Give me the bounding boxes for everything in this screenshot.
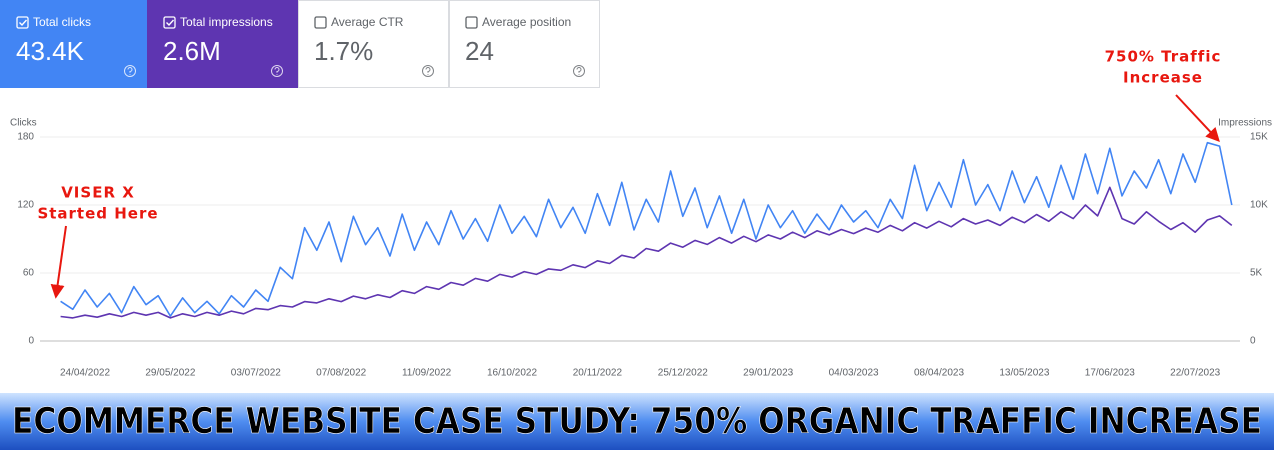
annotation: 750% Traffic [1105,48,1222,66]
checkbox [163,16,176,29]
help-glyph [576,67,582,75]
y-tick-label: 0 [28,336,34,347]
checkmark [19,19,28,27]
y-tick-label: 60 [23,268,35,279]
x-tick-label: 22/07/2023 [1170,368,1220,379]
x-tick-label: 07/08/2022 [316,368,366,379]
annotation-arrow [1175,94,1220,143]
card-bg [298,0,449,88]
card-bg [0,0,147,88]
help-glyph [127,67,133,75]
x-tick-label: 25/12/2022 [658,368,708,379]
help-icon [271,65,283,77]
help-glyph [425,67,431,75]
banner-title: ECOMMERCE WEBSITE CASE STUDY: 750% ORGAN… [12,401,1262,442]
x-tick-label: 16/10/2022 [487,368,537,379]
card-bg [449,0,600,88]
x-tick-label: 20/11/2022 [573,368,623,379]
y-axis-title: Clicks [10,118,37,129]
kpi-label: Total impressions [180,15,273,29]
checkbox [314,16,327,29]
x-tick-label: 29/05/2022 [145,368,195,379]
kpi-card[interactable]: Total impressions 2.6M [147,0,298,88]
kpi-card[interactable]: Average position 24 [449,0,600,88]
kpi-card[interactable]: Average CTR 1.7% [298,0,449,88]
x-tick-label: 29/01/2023 [743,368,793,379]
y2-tick-label: 0 [1250,336,1256,347]
checkbox [16,16,29,29]
checkbox [465,16,478,29]
help-icon [422,65,434,77]
y-tick-label: 120 [17,200,34,211]
x-tick-label: 13/05/2023 [999,368,1049,379]
annotation: Started Here [37,205,158,223]
y2-tick-label: 10K [1250,200,1268,211]
x-tick-label: 17/06/2023 [1085,368,1135,379]
x-tick-label: 03/07/2022 [231,368,281,379]
kpi-label: Average CTR [331,15,404,29]
annotation: VISER X [61,184,135,202]
kpi-cards: Total clicks 43.4K Total impressions 2.6M Av… [0,0,600,88]
kpi-value: 1.7% [314,36,373,66]
annotation-arrow [50,225,67,299]
card-bg [147,0,298,88]
y2-tick-label: 15K [1250,132,1268,143]
help-icon [124,65,136,77]
x-tick-label: 08/04/2023 [914,368,964,379]
y2-axis-title: Impressions [1218,118,1272,129]
help-icon [573,65,585,77]
y2-tick-label: 5K [1250,268,1263,279]
series-line [60,141,1233,317]
series-line [60,186,1233,319]
checkmark [166,19,175,27]
kpi-value: 24 [465,36,494,66]
kpi-label: Average position [482,15,571,29]
annotation: Increase [1123,69,1203,87]
kpi-value: 43.4K [16,36,85,66]
x-tick-label: 24/04/2022 [60,368,110,379]
chart: Clicks Impressions 0 60 120 180 0 5K 10K 15K 24/… [10,48,1272,379]
banner-bg [0,393,1274,450]
x-tick-label: 11/09/2022 [402,368,452,379]
y-tick-label: 180 [17,132,34,143]
kpi-value: 2.6M [163,36,221,66]
kpi-card[interactable]: Total clicks 43.4K [0,0,147,88]
kpi-label: Total clicks [33,15,91,29]
help-glyph [274,67,280,75]
x-tick-label: 04/03/2023 [829,368,879,379]
